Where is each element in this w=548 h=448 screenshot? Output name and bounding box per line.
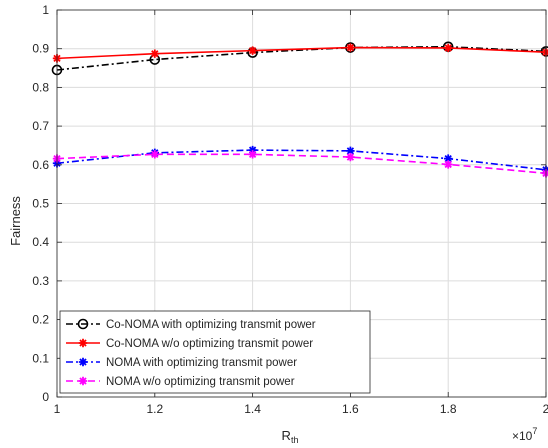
x-tick-label: 1 [54, 402, 61, 416]
legend-box [59, 310, 371, 394]
y-tick-label: 0.3 [32, 274, 49, 288]
legend-label: NOMA w/o optimizing transmit power [106, 376, 295, 388]
legend-entry: Co-NOMA with optimizing transmit power [66, 318, 316, 331]
x-tick-label: 1.2 [146, 402, 163, 416]
axis-ticks: 1 1.2 1.4 1.6 1.8 2 0 0.1 0.2 0.3 0.4 0.5 0.6 0.7 0.8 0… [32, 3, 548, 416]
series-line [56, 45, 547, 71]
y-tick-label: 0.5 [32, 197, 49, 211]
data-point-marker [77, 318, 89, 330]
legend-label: NOMA with optimizing transmit power [106, 357, 297, 369]
legend-label: Co-NOMA with optimizing transmit power [106, 319, 316, 331]
legend-entry: NOMA w/o optimizing transmit power [66, 376, 295, 388]
x-axis-exponent: ×107 [512, 426, 537, 443]
data-point-marker [150, 150, 159, 159]
x-tick-label: 1.6 [342, 402, 359, 416]
data-point-marker [248, 145, 257, 155]
x-axis-exponent-base: ×10 [512, 429, 533, 443]
y-tick-label: 0.8 [32, 80, 49, 94]
x-axis-label-subscript: th [291, 435, 299, 445]
x-axis-label: Rth [282, 428, 299, 445]
y-tick-label: 0.4 [32, 235, 49, 249]
legend: Co-NOMA with optimizing transmit power Co… [59, 310, 371, 394]
data-point-marker [78, 338, 88, 348]
data-point-marker [248, 46, 257, 55]
data-point-marker [248, 150, 257, 159]
series-line [56, 153, 547, 175]
y-axis-label: Fairness [8, 196, 23, 246]
y-tick-label: 0 [42, 390, 49, 404]
data-point-marker [346, 43, 355, 52]
data-point-marker [150, 49, 159, 58]
legend-label: Co-NOMA w/o optimizing transmit power [106, 338, 313, 350]
x-axis-label-main: R [282, 428, 291, 443]
data-point-marker [346, 146, 355, 156]
y-tick-label: 1 [42, 3, 49, 17]
data-point-marker [444, 43, 453, 53]
series-line [56, 46, 547, 60]
data-point-marker [444, 154, 453, 163]
y-tick-label: 0.1 [32, 351, 49, 365]
y-tick-label: 0.7 [32, 119, 49, 133]
x-axis-exponent-power: 7 [532, 426, 537, 436]
y-tick-label: 0.6 [32, 158, 49, 172]
x-tick-label: 1.4 [244, 402, 261, 416]
y-tick-label: 0.9 [32, 42, 49, 56]
data-point-marker [444, 160, 453, 169]
x-tick-label: 1.8 [440, 402, 457, 416]
data-point-marker [346, 152, 355, 162]
legend-entry: Co-NOMA w/o optimizing transmit power [66, 338, 313, 350]
data-point-marker [78, 376, 88, 386]
x-tick-label: 2 [543, 402, 548, 416]
y-tick-label: 0.2 [32, 313, 49, 327]
series-group [51, 41, 548, 178]
legend-entry: NOMA with optimizing transmit power [66, 357, 297, 369]
data-point-marker [78, 357, 88, 367]
